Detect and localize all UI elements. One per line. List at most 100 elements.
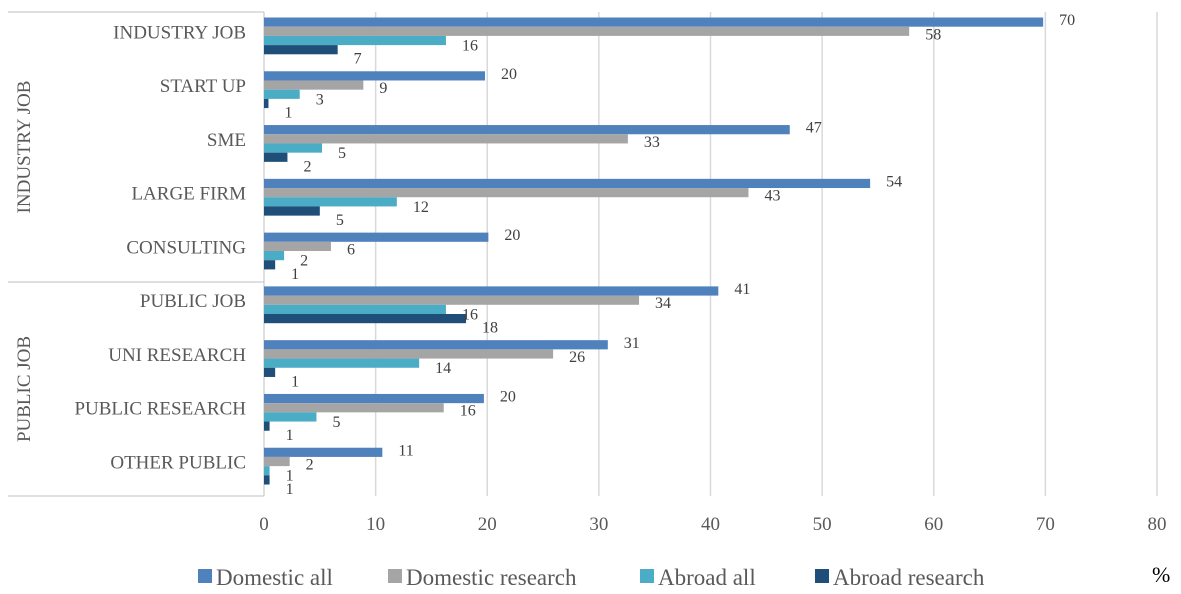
legend-label: Abroad research [833, 565, 985, 590]
bar [264, 447, 383, 457]
category-label: LARGE FIRM [131, 184, 246, 205]
data-label: 41 [734, 281, 750, 298]
category-label: CONSULTING [126, 237, 246, 258]
bar [264, 367, 276, 377]
legend-swatch [388, 569, 402, 583]
bar [264, 125, 790, 135]
group-label-public: PUBLIC JOB [14, 336, 35, 442]
data-label: 1 [286, 481, 294, 498]
legend-label: Abroad all [658, 565, 756, 590]
group-labels: INDUSTRY JOB PUBLIC JOB [14, 81, 35, 442]
bar [264, 421, 270, 431]
data-label: 6 [347, 241, 355, 258]
bar [264, 197, 397, 207]
x-tick-label: 80 [1148, 514, 1167, 535]
data-label: 1 [284, 104, 292, 121]
data-label: 18 [482, 320, 498, 337]
bar [264, 178, 871, 189]
bar [264, 295, 640, 305]
bar [264, 152, 288, 162]
data-label: 34 [655, 295, 671, 312]
group-label-industry: INDUSTRY JOB [14, 81, 35, 214]
bar [264, 349, 554, 359]
data-label: 58 [925, 26, 941, 43]
bar [264, 80, 364, 90]
bar [264, 71, 486, 81]
data-label: 31 [624, 335, 640, 352]
bar [264, 412, 317, 422]
bar [264, 143, 323, 153]
x-axis-unit-label: % [1152, 562, 1170, 587]
x-tick-label: 60 [924, 514, 943, 535]
bar [264, 456, 290, 467]
x-tick-label: 20 [478, 514, 497, 535]
data-label: 43 [764, 188, 780, 205]
bar [264, 260, 276, 270]
legend: Domestic all Domestic research Abroad all A… [198, 565, 985, 590]
x-tick-label: 30 [589, 514, 608, 535]
x-tick-label: 70 [1036, 514, 1055, 535]
category-label: UNI RESEARCH [108, 345, 246, 366]
bar [264, 475, 270, 485]
category-label: PUBLIC RESEARCH [74, 399, 246, 420]
x-tick-label: 40 [701, 514, 720, 535]
category-label: START UP [160, 76, 246, 97]
bar [264, 313, 467, 324]
data-label: 54 [886, 173, 902, 190]
category-label: SME [207, 130, 246, 151]
bar [264, 286, 719, 296]
data-label: 16 [462, 306, 478, 323]
data-label: 16 [460, 403, 476, 420]
data-label: 70 [1059, 12, 1075, 29]
legend-swatch [815, 569, 829, 583]
data-label: 26 [569, 349, 585, 366]
bar [264, 340, 608, 350]
data-label: 2 [303, 158, 311, 175]
bar [264, 232, 489, 242]
data-label: 2 [306, 457, 314, 474]
data-label: 7 [354, 51, 362, 68]
category-labels: INDUSTRY JOB START UP SME LARGE FIRM CONSULT… [74, 22, 246, 473]
value-labels: 7020475420413120115893343634261621635122… [284, 12, 1075, 498]
bar [264, 188, 749, 198]
data-label: 9 [379, 80, 387, 97]
bar [264, 251, 285, 261]
data-label: 1 [286, 468, 294, 485]
bar [264, 134, 628, 144]
data-label: 20 [504, 227, 520, 244]
legend-swatch [640, 569, 654, 583]
bar [264, 206, 320, 216]
data-label: 12 [413, 199, 429, 216]
data-label: 1 [286, 427, 294, 444]
legend-label: Domestic research [406, 565, 577, 590]
bars [264, 17, 1044, 485]
bar [264, 98, 269, 109]
data-label: 2 [300, 253, 308, 270]
data-label: 20 [501, 66, 517, 83]
data-label: 5 [332, 414, 340, 431]
data-label: 11 [398, 442, 413, 459]
legend-swatch [198, 569, 212, 583]
data-label: 5 [338, 145, 346, 162]
gridlines [374, 12, 1158, 496]
data-label: 3 [316, 91, 324, 108]
data-label: 47 [806, 120, 822, 137]
data-label: 1 [291, 266, 299, 283]
bar [264, 403, 444, 413]
bar [264, 393, 484, 404]
data-label: 33 [644, 134, 660, 151]
x-axis-tick-labels: 0 10 20 30 40 50 60 70 80 [259, 514, 1166, 535]
bar [264, 26, 910, 36]
category-label: PUBLIC JOB [140, 291, 246, 312]
bar [264, 358, 420, 368]
legend-label: Domestic all [216, 565, 333, 590]
bar [264, 241, 331, 252]
bar [264, 17, 1044, 27]
x-tick-label: 10 [366, 514, 385, 535]
bar [264, 89, 300, 99]
data-label: 14 [435, 360, 451, 377]
bar [264, 466, 270, 476]
category-label: INDUSTRY JOB [113, 22, 246, 43]
data-label: 1 [291, 373, 299, 390]
